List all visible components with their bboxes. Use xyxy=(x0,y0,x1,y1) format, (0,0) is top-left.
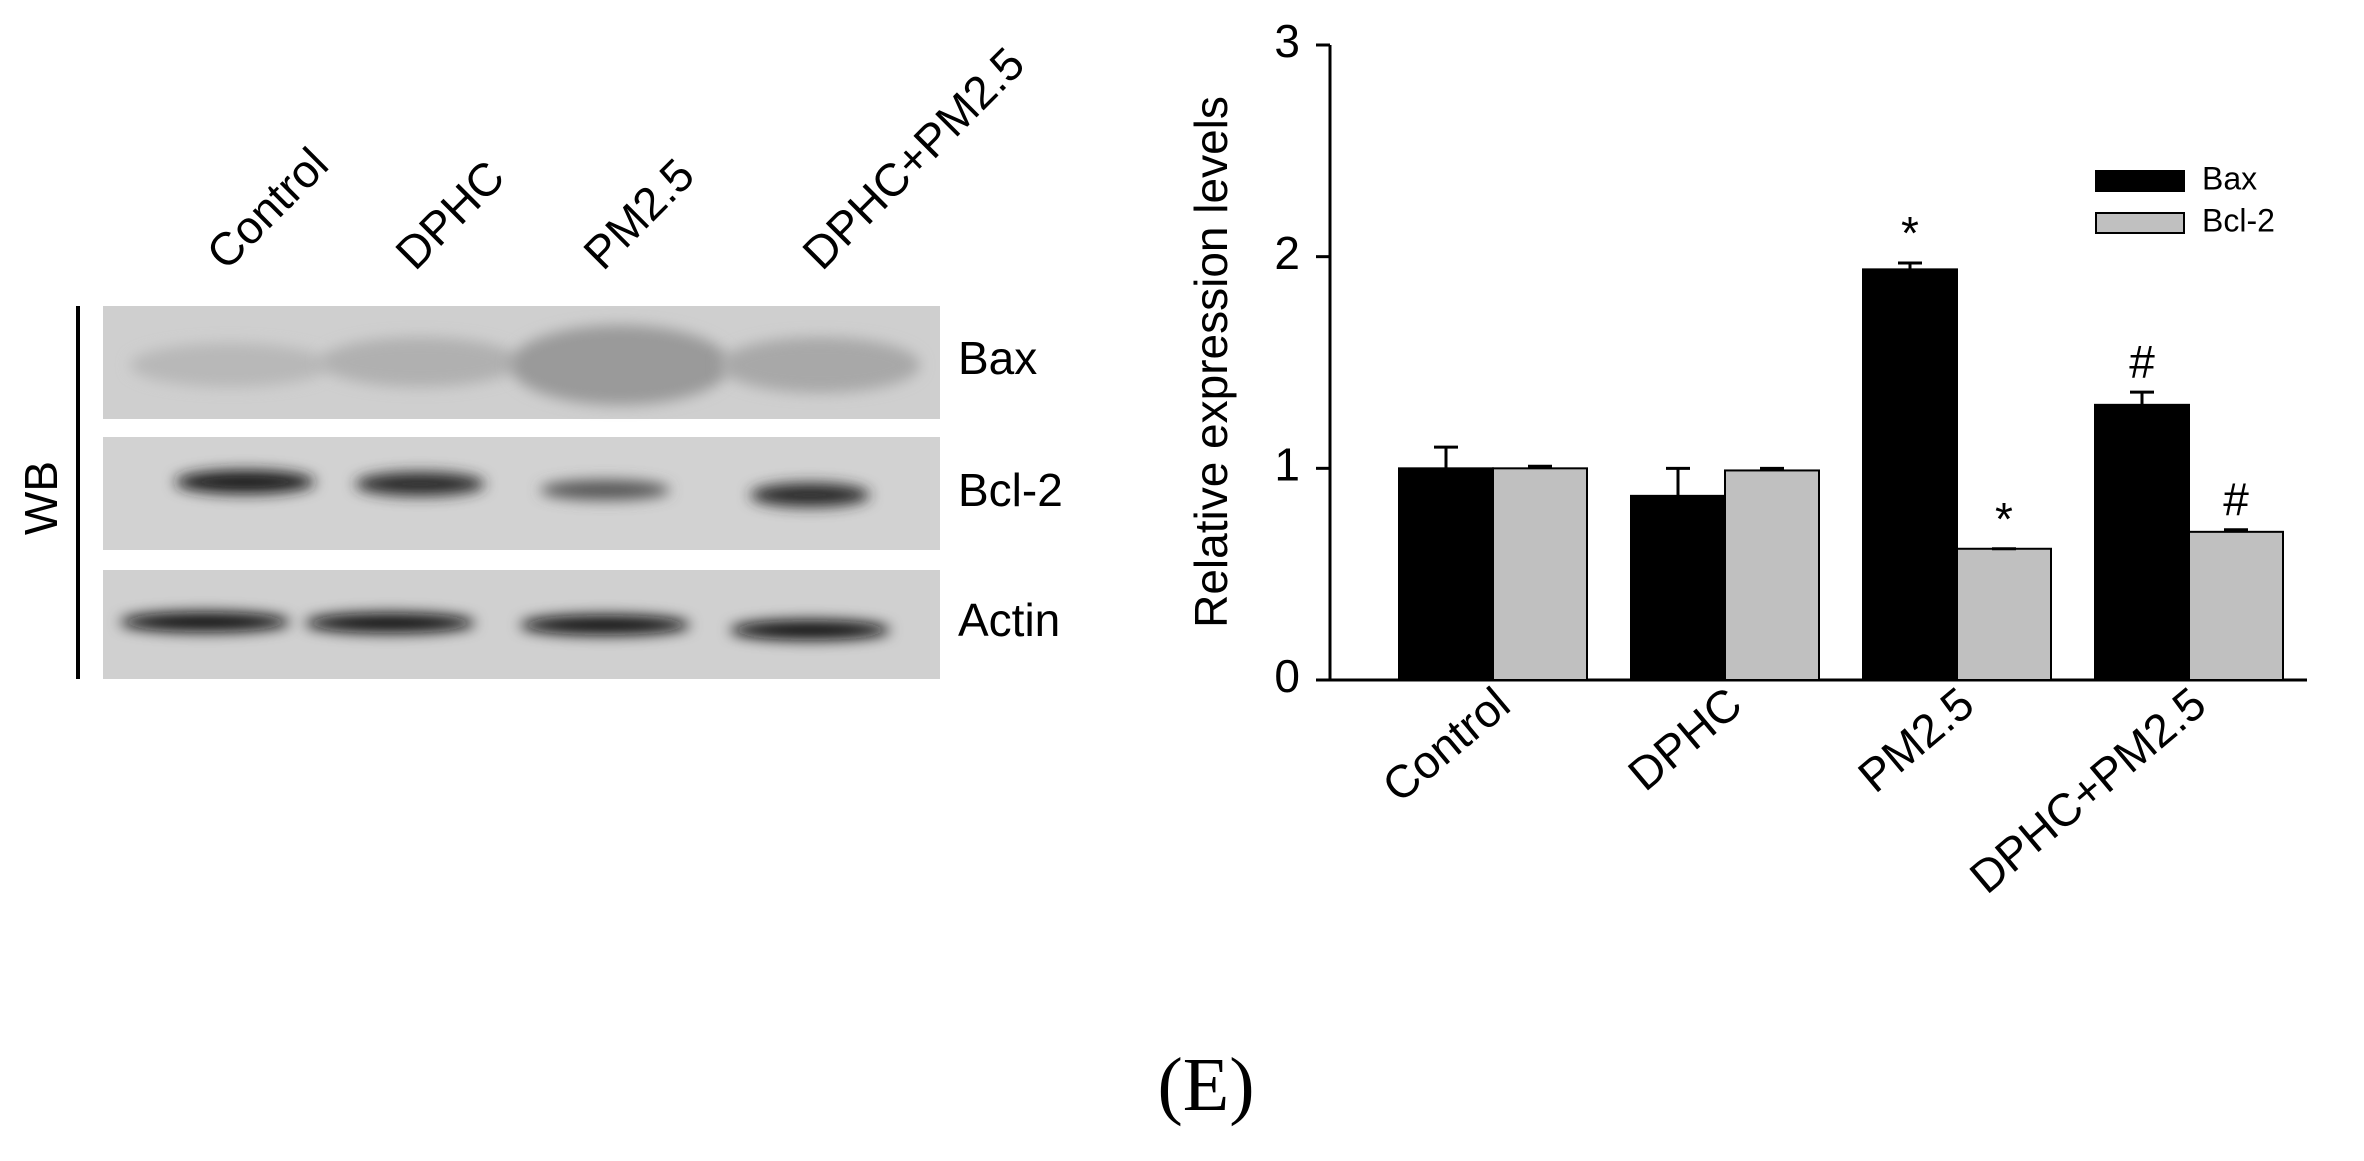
lane-label: DPHC xyxy=(385,150,514,279)
significance-mark: * xyxy=(1995,493,2013,545)
western-blot: WB xyxy=(15,306,940,679)
bar xyxy=(1956,547,2052,681)
band xyxy=(720,337,920,393)
error-bar xyxy=(1434,445,1458,469)
band xyxy=(730,620,890,640)
significance-mark: * xyxy=(1901,207,1919,259)
band xyxy=(750,483,870,507)
band xyxy=(120,612,290,632)
x-tick-label: DPHC xyxy=(1618,677,1751,801)
band xyxy=(510,325,730,405)
error-bar xyxy=(1898,261,1922,270)
y-tick-label: 3 xyxy=(1274,15,1300,67)
error-bar xyxy=(2224,528,2248,532)
bar xyxy=(1398,467,1494,682)
y-tick-label: 2 xyxy=(1274,227,1300,279)
lane-label: DPHC+PM2.5 xyxy=(792,37,1034,279)
row-label: Actin xyxy=(958,594,1060,646)
band xyxy=(520,615,690,635)
error-bar xyxy=(1528,464,1552,469)
bar xyxy=(2094,403,2190,681)
x-tick-label: DPHC+PM2.5 xyxy=(1960,677,2216,903)
band xyxy=(320,337,520,387)
legend-swatch xyxy=(2095,212,2185,234)
significance-mark: # xyxy=(2129,336,2155,388)
lane-label: Control xyxy=(196,137,338,279)
wb-label: WB xyxy=(15,461,67,535)
error-bar xyxy=(2130,390,2154,405)
y-tick-label: 0 xyxy=(1274,650,1300,702)
band xyxy=(540,480,670,500)
legend-swatch xyxy=(2095,170,2185,192)
row-label: Bcl-2 xyxy=(958,464,1063,516)
caption: (E) xyxy=(1157,1043,1254,1127)
y-tick-label: 1 xyxy=(1274,438,1300,490)
error-bar xyxy=(1666,466,1690,496)
bar xyxy=(1630,494,1726,681)
bar xyxy=(1724,469,1820,682)
lane-label: PM2.5 xyxy=(573,148,704,279)
x-tick-label: Control xyxy=(1372,677,1519,812)
legend-label: Bcl-2 xyxy=(2202,202,2275,238)
band xyxy=(355,472,485,496)
bar xyxy=(1492,467,1588,682)
error-bar xyxy=(1760,466,1784,471)
band xyxy=(130,343,330,387)
band xyxy=(305,613,475,633)
bar xyxy=(1862,268,1958,681)
significance-mark: # xyxy=(2223,474,2249,526)
x-tick-label: PM2.5 xyxy=(1848,677,1983,802)
y-axis-title: Relative expression levels xyxy=(1185,96,1237,628)
band xyxy=(175,470,315,494)
bar xyxy=(2188,530,2284,681)
row-label: Bax xyxy=(958,332,1037,384)
legend-label: Bax xyxy=(2202,160,2257,196)
